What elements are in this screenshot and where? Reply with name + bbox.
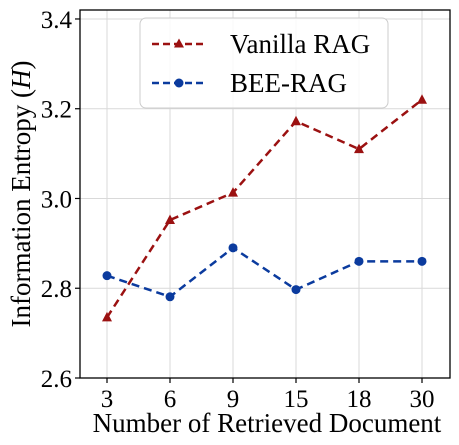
y-axis-title-symbol: H — [6, 68, 36, 90]
y-tick-label: 3.2 — [41, 97, 72, 124]
series-layer — [102, 94, 427, 322]
y-axis-title-suffix: ) — [6, 61, 36, 70]
y-axis-title-main: Information Entropy ( — [6, 89, 36, 327]
x-tick-label: 30 — [410, 386, 435, 413]
legend-swatch-bee-marker — [174, 78, 184, 88]
y-tick-label: 3.0 — [41, 186, 72, 213]
y-tick-label: 2.8 — [41, 276, 72, 303]
data-point-bee-rag — [291, 285, 301, 295]
data-point-bee-rag — [102, 271, 112, 281]
data-point-vanilla-rag — [102, 311, 112, 322]
data-point-vanilla-rag — [354, 143, 364, 154]
data-point-vanilla-rag — [228, 187, 238, 197]
data-point-vanilla-rag — [417, 94, 427, 104]
x-tick-label: 9 — [227, 386, 240, 413]
data-point-bee-rag — [165, 292, 175, 302]
ticks: 3 6 9 15 18 30 2.6 2.8 3.0 3.2 3.4 — [41, 7, 435, 413]
y-axis-title: Information Entropy (H) — [6, 61, 36, 328]
data-point-vanilla-rag — [165, 214, 175, 225]
legend-label-vanilla: Vanilla RAG — [230, 29, 370, 59]
x-tick-label: 18 — [347, 386, 372, 413]
legend-label-bee: BEE-RAG — [230, 68, 347, 98]
legend-box — [139, 17, 389, 109]
data-point-bee-rag — [417, 256, 427, 266]
x-axis-title: Number of Retrieved Document — [93, 408, 442, 438]
x-tick-label: 6 — [164, 386, 177, 413]
y-tick-label: 2.6 — [41, 366, 72, 393]
legend-swatch-vanilla-marker — [174, 38, 184, 48]
series-line-bee-rag — [106, 246, 422, 299]
y-tick-label: 3.4 — [41, 7, 73, 34]
x-tick-label: 15 — [284, 386, 309, 413]
legend: Vanilla RAG BEE-RAG — [139, 17, 389, 109]
x-tick-label: 3 — [101, 386, 114, 413]
data-point-bee-rag — [354, 256, 364, 266]
plot-frame — [79, 9, 451, 379]
series-line-vanilla-rag — [105, 98, 423, 319]
data-point-bee-rag — [228, 243, 238, 253]
data-point-vanilla-rag — [291, 115, 301, 126]
